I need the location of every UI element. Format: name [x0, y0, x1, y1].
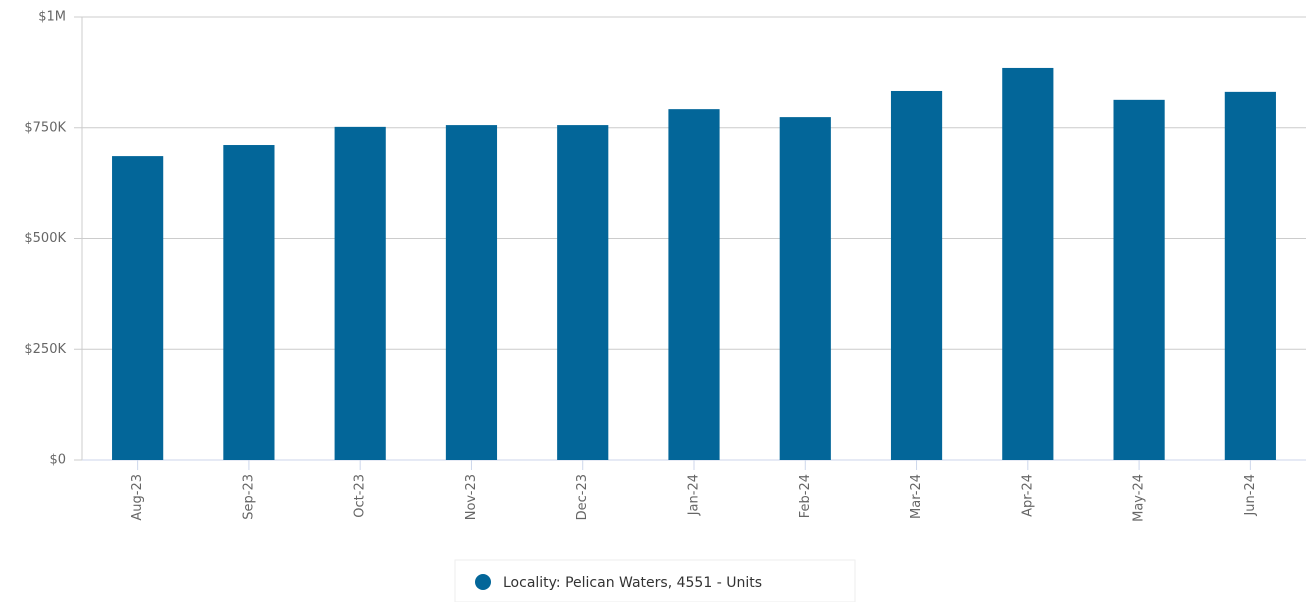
bar [1113, 99, 1165, 460]
x-tick-label: Feb-24 [798, 474, 813, 518]
x-tick-label: Jun-24 [1243, 474, 1258, 517]
legend-label: Locality: Pelican Waters, 4551 - Units [503, 575, 762, 591]
bar [1002, 67, 1054, 460]
x-tick-label: Apr-24 [1020, 474, 1035, 517]
bar [557, 125, 609, 460]
legend-marker [475, 574, 491, 590]
y-tick-label: $0 [49, 453, 66, 468]
bar [334, 126, 386, 460]
bar [1224, 91, 1276, 460]
bar [445, 125, 498, 460]
legend-box [454, 559, 856, 602]
x-tick-label: Aug-23 [130, 474, 145, 521]
bar [223, 145, 275, 461]
y-tick-label: $1M [38, 10, 66, 25]
x-tick-label: Dec-23 [575, 474, 590, 520]
x-tick-label: Oct-23 [353, 474, 368, 518]
bar [112, 156, 164, 461]
x-tick-label: Jan-24 [687, 474, 702, 516]
y-tick-label: $250K [24, 342, 66, 357]
bar [779, 117, 831, 461]
bar [890, 90, 943, 460]
x-tick-label: Nov-23 [464, 474, 479, 520]
x-tick-label: Sep-23 [241, 474, 256, 520]
x-tick-label: May-24 [1132, 474, 1147, 522]
x-tick-label: Mar-24 [909, 474, 924, 519]
y-tick-label: $500K [24, 231, 66, 246]
bar [668, 109, 720, 461]
y-tick-label: $750K [24, 120, 66, 135]
